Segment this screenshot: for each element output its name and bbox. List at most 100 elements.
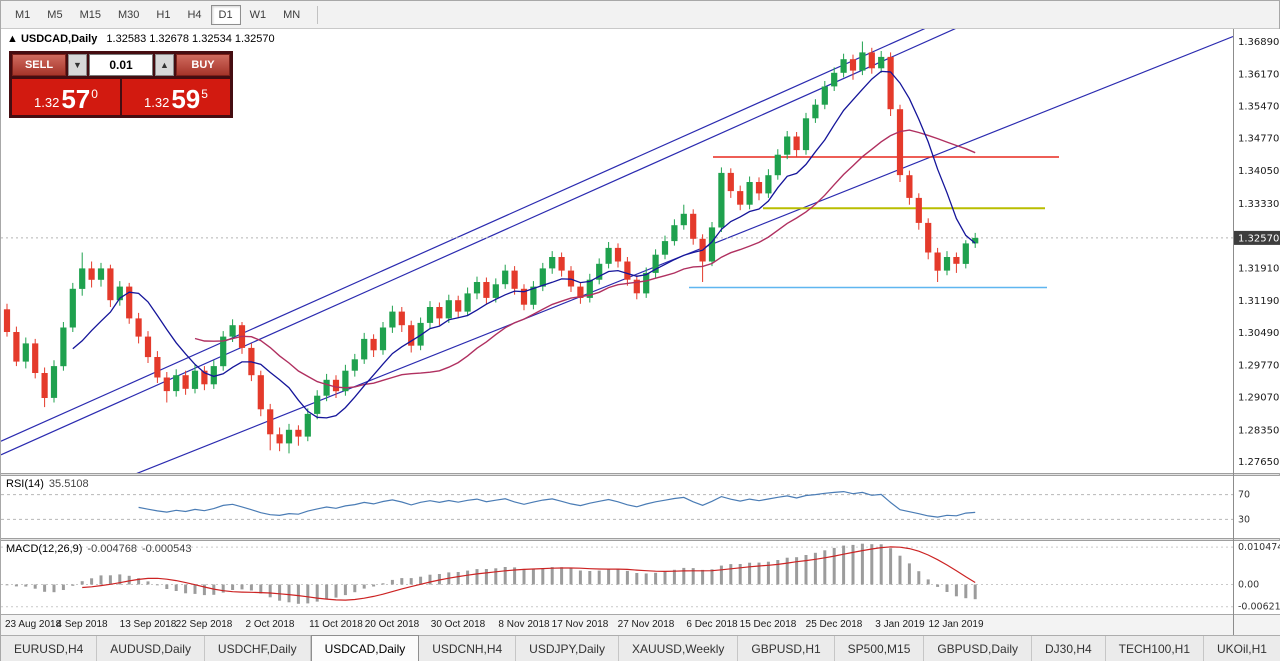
sell-price-pips: 57 [61, 84, 91, 114]
svg-text:1.31910: 1.31910 [1238, 263, 1279, 274]
svg-text:1.35470: 1.35470 [1238, 102, 1279, 113]
date-label: 3 Jan 2019 [875, 619, 925, 630]
svg-text:1.29070: 1.29070 [1238, 393, 1279, 404]
rsi-label: RSI(14) 35.5108 [6, 478, 89, 490]
chart-tab[interactable]: USDCAD,Daily [310, 635, 420, 661]
chart-tab[interactable]: AUDUSD,Daily [97, 636, 205, 661]
svg-text:0.00: 0.00 [1238, 580, 1259, 591]
sell-price-figure: 1.32 [34, 95, 60, 110]
main-chart-panel[interactable]: 1.36890 1.36170 1.35470 1.34770 1.34050 1.333… [1, 29, 1280, 473]
svg-text:1.34050: 1.34050 [1238, 166, 1279, 177]
trade-controls-row: SELL ▼ 0.01 ▲ BUY [12, 54, 230, 76]
svg-text:1.34770: 1.34770 [1238, 133, 1279, 144]
svg-text:1.33330: 1.33330 [1238, 199, 1279, 210]
svg-text:0.010474: 0.010474 [1238, 542, 1280, 553]
buy-price-pipette: 5 [201, 87, 208, 101]
chart-tab[interactable]: DJ30,H4 [1032, 636, 1106, 661]
chart-tab[interactable]: TECH100,H1 [1105, 636, 1204, 661]
trade-prices-row: 1.32 57 0 1.32 59 5 [12, 79, 230, 115]
svg-text:1.36170: 1.36170 [1238, 70, 1279, 81]
panel-divider[interactable] [1, 538, 1279, 541]
chart-ohlc-values: 1.32583 1.32678 1.32534 1.32570 [106, 33, 275, 45]
chart-tab[interactable]: XAUUSD,Weekly [618, 636, 739, 661]
date-label: 6 Dec 2018 [686, 619, 738, 630]
chart-tab[interactable]: USDCNH,H4 [419, 636, 517, 661]
svg-text:1.31190: 1.31190 [1238, 296, 1279, 307]
macd-chart[interactable]: 0.010474 0.00 -0.006218 [1, 541, 1280, 614]
chart-title: ▲ USDCAD,Daily 1.32583 1.32678 1.32534 1… [7, 33, 275, 45]
date-label: 12 Jan 2019 [928, 619, 984, 630]
svg-text:70: 70 [1238, 490, 1250, 501]
date-label: 15 Dec 2018 [739, 619, 797, 630]
macd-main-value: -0.004768 [87, 543, 137, 555]
svg-text:1.28350: 1.28350 [1238, 425, 1279, 436]
buy-button[interactable]: BUY [176, 54, 230, 76]
date-label: 27 Nov 2018 [617, 619, 675, 630]
chevron-up-icon: ▲ [160, 59, 169, 70]
timeframe-M15[interactable]: M15 [72, 5, 109, 25]
timeframe-H1[interactable]: H1 [148, 5, 178, 25]
date-label: 13 Sep 2018 [119, 619, 177, 630]
chart-tab[interactable]: SP500,M15 [834, 636, 925, 661]
timeframe-W1[interactable]: W1 [242, 5, 275, 25]
svg-text:30: 30 [1238, 514, 1250, 525]
rsi-chart[interactable]: 70 30 [1, 476, 1280, 538]
chart-title-marker-icon: ▲ [7, 33, 18, 45]
current-price-badge [1234, 230, 1280, 245]
date-label: 17 Nov 2018 [551, 619, 609, 630]
volume-increase-button[interactable]: ▲ [155, 54, 174, 76]
date-label: 23 Aug 2018 [5, 619, 62, 630]
chart-tab[interactable]: USDCHF,Daily [204, 636, 311, 661]
timeframe-M5[interactable]: M5 [39, 5, 70, 25]
chevron-down-icon: ▼ [73, 59, 82, 70]
rsi-value: 35.5108 [48, 478, 89, 490]
price-axis[interactable]: 1.36890 1.36170 1.35470 1.34770 1.34050 1.333… [1234, 37, 1280, 468]
chart-tab[interactable]: GBPUSD,Daily [924, 636, 1033, 661]
timeframe-group: M1 M5 M15 M30 H1 H4 D1 W1 MN [7, 4, 309, 25]
sell-price-tile[interactable]: 1.32 57 0 [12, 79, 120, 115]
timeframe-toolbar: M1 M5 M15 M30 H1 H4 D1 W1 MN [1, 1, 1279, 29]
date-label: 25 Dec 2018 [805, 619, 863, 630]
date-label: 8 Nov 2018 [498, 619, 550, 630]
volume-input[interactable]: 0.01 [89, 54, 153, 76]
timeframe-D1[interactable]: D1 [210, 4, 241, 25]
timeframe-MN[interactable]: MN [275, 5, 308, 25]
chart-tab[interactable]: UKOil,H1 [1203, 636, 1280, 661]
panel-divider[interactable] [1, 473, 1279, 476]
macd-signal-value: -0.000543 [141, 543, 192, 555]
chart-tab[interactable]: USDJPY,Daily [516, 636, 619, 661]
timeframe-H4[interactable]: H4 [179, 5, 209, 25]
svg-text:1.32570: 1.32570 [1238, 233, 1279, 244]
svg-text:-0.006218: -0.006218 [1238, 602, 1280, 613]
toolbar-separator [317, 5, 319, 24]
date-label: 20 Oct 2018 [364, 619, 420, 630]
date-axis[interactable]: 23 Aug 2018 4 Sep 2018 13 Sep 2018 22 Sep 2… [1, 614, 1280, 635]
rsi-name: RSI(14) [6, 478, 44, 490]
chart-tab[interactable]: GBPUSD,H1 [738, 636, 835, 661]
timeframe-M1[interactable]: M1 [7, 5, 38, 25]
buy-price-figure: 1.32 [144, 95, 170, 110]
svg-text:1.30490: 1.30490 [1238, 328, 1279, 339]
sell-button[interactable]: SELL [12, 54, 66, 76]
svg-text:1.36890: 1.36890 [1238, 37, 1279, 48]
macd-label: MACD(12,26,9) -0.004768 -0.000543 [6, 543, 192, 555]
date-label: 4 Sep 2018 [56, 619, 108, 630]
timeframe-M30[interactable]: M30 [110, 5, 147, 25]
svg-text:1.27650: 1.27650 [1238, 457, 1279, 468]
rsi-indicator-panel[interactable]: 70 30 RSI(14) 35.5108 [1, 476, 1280, 538]
macd-indicator-panel[interactable]: 0.010474 0.00 -0.006218 MACD(12,26,9) -0.00… [1, 541, 1280, 614]
chart-tab-bar: EURUSD,H4 AUDUSD,Daily USDCHF,Daily USDCAD,… [1, 635, 1280, 661]
chart-tab[interactable]: EURUSD,H4 [1, 636, 98, 661]
volume-dropdown-button[interactable]: ▼ [68, 54, 87, 76]
date-label: 22 Sep 2018 [175, 619, 233, 630]
svg-text:1.29770: 1.29770 [1238, 361, 1279, 372]
one-click-trading-panel: SELL ▼ 0.01 ▲ BUY 1.32 57 0 1.32 59 5 [9, 51, 233, 118]
price-axis-separator [1233, 29, 1234, 635]
sell-price-pipette: 0 [91, 87, 98, 101]
buy-price-tile[interactable]: 1.32 59 5 [122, 79, 230, 115]
date-label: 2 Oct 2018 [245, 619, 295, 630]
date-label: 11 Oct 2018 [309, 619, 363, 630]
buy-price-pips: 59 [171, 84, 201, 114]
macd-name: MACD(12,26,9) [6, 543, 83, 555]
